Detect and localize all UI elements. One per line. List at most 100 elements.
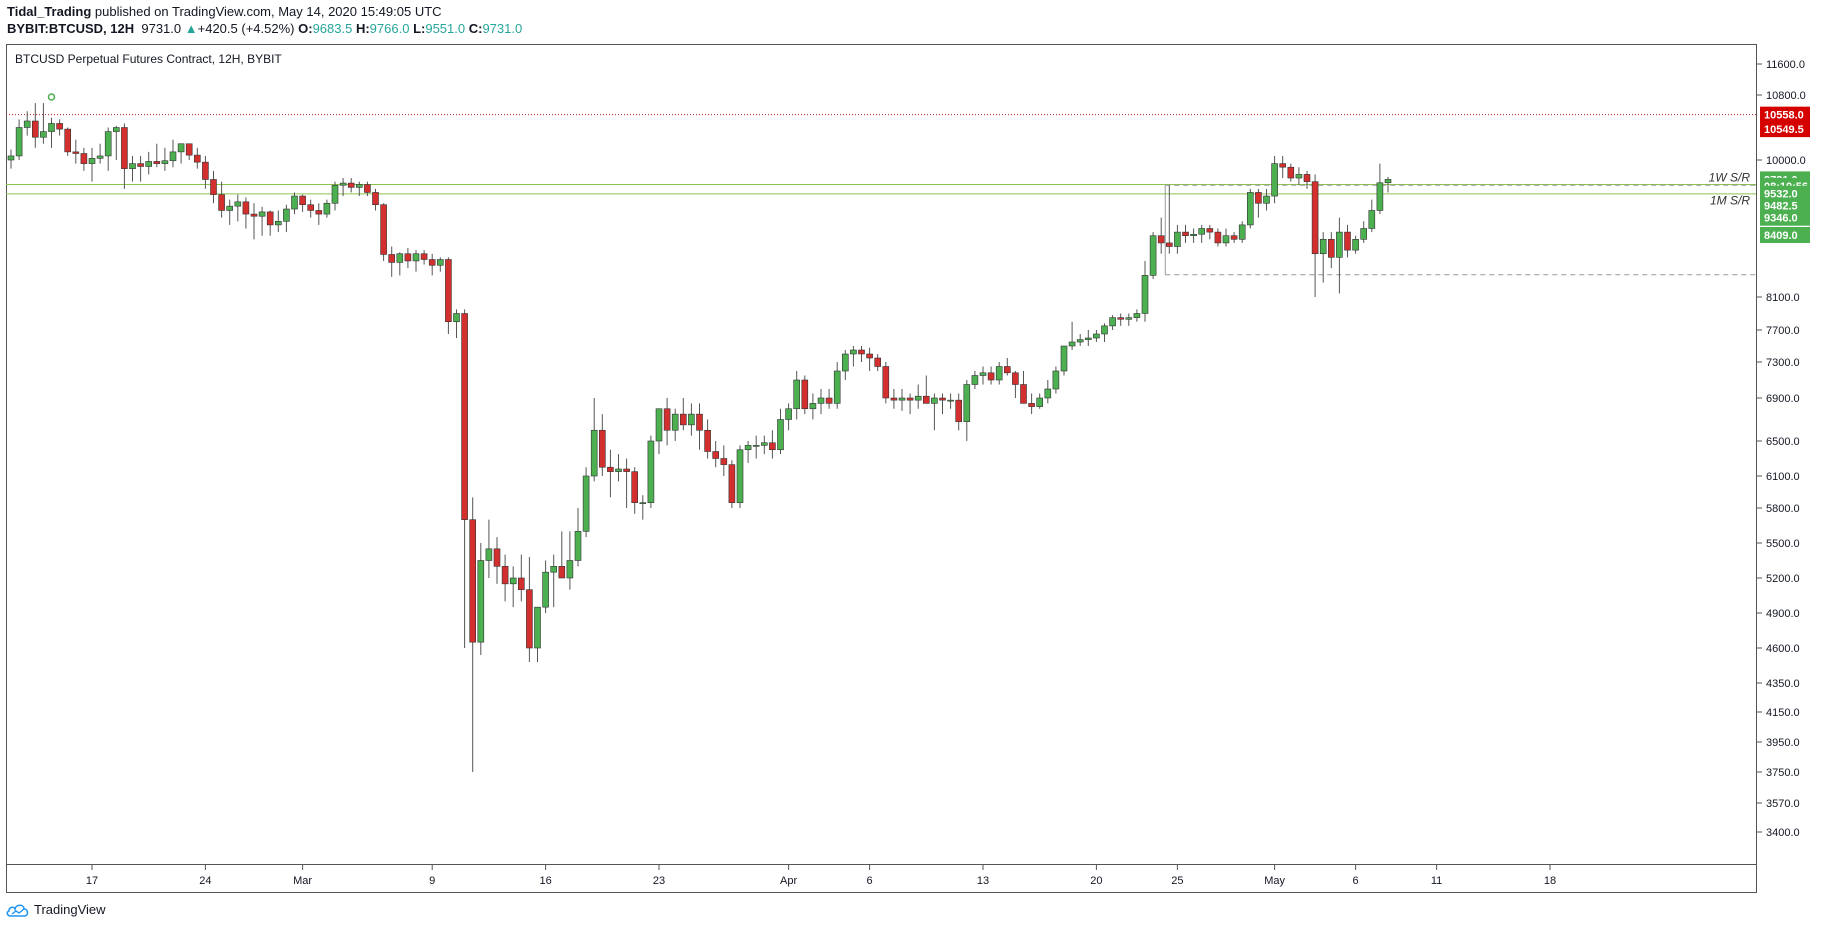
candle [1101, 323, 1108, 342]
candle [623, 458, 630, 508]
candle [1384, 176, 1392, 193]
low-label: L: [413, 21, 426, 36]
candle [696, 403, 703, 450]
y-tick-label: 4150.0 [1766, 707, 1800, 719]
candle [1368, 199, 1376, 233]
candle [995, 362, 1003, 385]
candle [339, 178, 347, 197]
candle [987, 366, 995, 385]
candle [793, 371, 801, 420]
candle [517, 554, 525, 602]
open-value: 9683.5 [312, 21, 353, 36]
candle [1125, 313, 1133, 326]
candle [931, 393, 938, 431]
candle [939, 393, 946, 415]
change-value: +420.5 (+4.52%) [197, 21, 295, 36]
footer-brand[interactable]: TradingView [6, 902, 106, 917]
candle [809, 393, 817, 420]
candle [96, 143, 104, 164]
candle [542, 560, 549, 613]
candle [210, 170, 217, 204]
last-price: 9731.0 [141, 21, 182, 36]
candle [1360, 221, 1367, 243]
candle [922, 375, 930, 404]
candle [801, 375, 809, 415]
candle [48, 117, 55, 148]
y-tick-label: 10000.0 [1766, 155, 1806, 167]
candle [469, 497, 477, 772]
candle [947, 393, 954, 409]
candle [1052, 366, 1060, 394]
candle [671, 408, 679, 441]
candle [1214, 228, 1222, 247]
candle [412, 250, 420, 272]
y-tick-label: 8100.0 [1766, 292, 1800, 304]
x-tick-label: 6 [867, 875, 873, 887]
candle [331, 181, 339, 211]
candle [1311, 174, 1319, 297]
candle [1271, 155, 1278, 204]
candle [477, 543, 485, 655]
candle [704, 419, 711, 459]
candle [550, 554, 558, 608]
candle [177, 143, 185, 164]
candle [1352, 235, 1359, 254]
price-axis[interactable]: 11600.0 10800.0 10000.0 8100.0 7700.0 7300.0 6… [1757, 59, 1806, 839]
candle [153, 143, 161, 168]
candle [558, 531, 566, 579]
candle [250, 203, 258, 240]
x-tick-label: 6 [1353, 875, 1359, 887]
candle [833, 362, 841, 409]
candle [15, 119, 23, 160]
candle [1117, 313, 1124, 326]
author-name[interactable]: Tidal_Trading [7, 4, 92, 19]
candle [226, 199, 233, 225]
candle [1068, 321, 1076, 350]
high-label: H: [355, 21, 370, 36]
candle [194, 147, 201, 169]
x-tick-label: 25 [1171, 875, 1183, 887]
candle [121, 123, 128, 189]
candle [574, 508, 582, 567]
candle [315, 203, 323, 225]
close-value: 9731.0 [482, 21, 523, 36]
candle [113, 125, 120, 160]
candle [509, 566, 517, 608]
candle [396, 252, 404, 276]
event-marker-icon[interactable] [47, 93, 56, 101]
candle [582, 467, 590, 538]
y-tick-label: 4350.0 [1766, 678, 1800, 690]
svg-text:10549.5: 10549.5 [1764, 124, 1804, 136]
chart-frame [6, 44, 1757, 893]
candle [31, 103, 39, 148]
candle [461, 309, 468, 648]
candle [1028, 393, 1035, 415]
y-tick-label: 6100.0 [1766, 471, 1800, 483]
candle [526, 557, 533, 662]
svg-text:8409.0: 8409.0 [1764, 230, 1798, 242]
candle [1012, 371, 1019, 398]
candle [979, 366, 987, 385]
y-tick-label: 11600.0 [1766, 59, 1805, 71]
candle [1336, 217, 1343, 294]
candle [1279, 155, 1286, 179]
publish-info: Tidal_Trading published on TradingView.c… [7, 4, 442, 19]
candle [7, 149, 15, 169]
candle [744, 441, 752, 463]
candle [1230, 232, 1238, 243]
candle [598, 414, 606, 476]
candle [1133, 309, 1141, 322]
candle [663, 398, 671, 446]
candle [736, 445, 744, 508]
candle [817, 389, 825, 415]
x-tick-label: Mar [293, 875, 312, 887]
x-tick-label: 23 [653, 875, 665, 887]
change-arrow-icon: ▲ [184, 21, 198, 36]
candle [1287, 163, 1295, 182]
high-value: 9766.0 [369, 21, 410, 36]
candle [129, 155, 136, 182]
time-axis[interactable]: 17 24 Mar 9 16 23 Apr 6 13 20 25 May 6 11 18 [86, 865, 1556, 887]
candle [1263, 188, 1270, 211]
y-tick-label: 3400.0 [1766, 827, 1800, 839]
